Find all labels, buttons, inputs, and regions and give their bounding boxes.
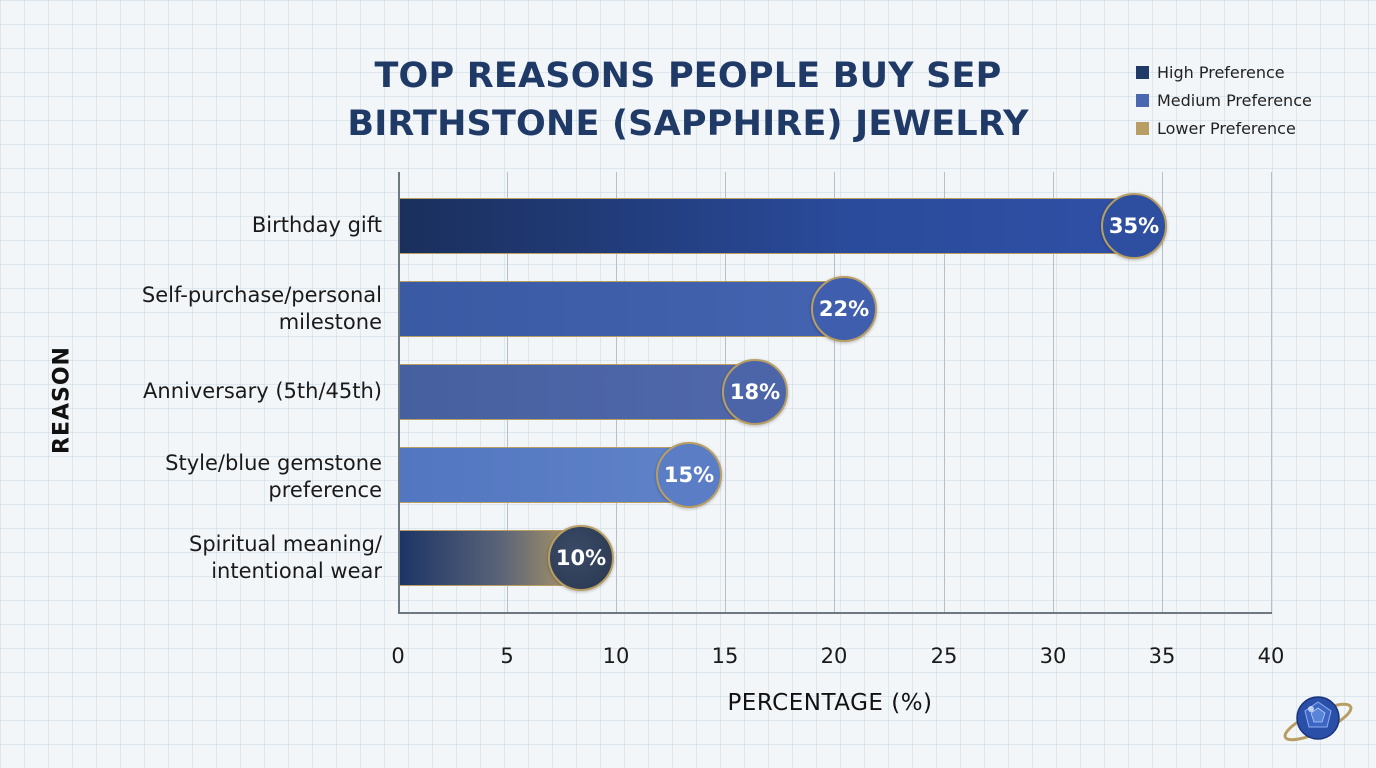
legend-label: Lower Preference (1157, 118, 1296, 138)
legend-swatch-medium (1136, 93, 1149, 107)
x-axis-title: PERCENTAGE (%) (727, 690, 933, 716)
data-label-badge: 35% (1101, 193, 1167, 259)
legend-swatch-lower (1136, 121, 1149, 135)
legend-label: Medium Preference (1157, 90, 1312, 110)
chart-title-line-2: BIRTHSTONE (SAPPHIRE) JEWELRY (347, 104, 1029, 144)
x-tick-label: 15 (711, 644, 739, 668)
category-label: Style/blue gemstone preference (52, 450, 382, 504)
legend-swatch-high (1136, 65, 1149, 79)
category-label: Birthday gift (52, 212, 382, 239)
gridline (1053, 172, 1054, 614)
category-label-line: Self-purchase/personal (141, 283, 382, 307)
gridline (834, 172, 835, 614)
legend: High Preference Medium Preference Lower … (1136, 58, 1312, 142)
y-axis-title: REASON (49, 346, 75, 454)
bar-birthday-gift[interactable] (398, 198, 1134, 254)
x-tick-label: 40 (1257, 644, 1285, 668)
data-label-badge: 15% (656, 442, 722, 508)
gridline (1162, 172, 1163, 614)
chart-title: TOP REASONS PEOPLE BUY SEP BIRTHSTONE (S… (300, 52, 1076, 148)
category-label: Spiritual meaning/ intentional wear (52, 531, 382, 585)
category-label-line: Anniversary (5th/45th) (143, 379, 382, 403)
gridline (1271, 172, 1272, 614)
legend-item-medium: Medium Preference (1136, 86, 1312, 114)
category-label-line: preference (268, 478, 382, 502)
category-label-line: milestone (278, 310, 382, 334)
category-label: Self-purchase/personal milestone (52, 282, 382, 336)
legend-item-high: High Preference (1136, 58, 1312, 86)
bar-style-preference[interactable] (398, 447, 692, 503)
category-label-line: intentional wear (211, 559, 382, 583)
gridline (944, 172, 945, 614)
category-label: Anniversary (5th/45th) (52, 378, 382, 405)
bar-self-purchase[interactable] (398, 281, 844, 337)
data-label-badge: 10% (548, 525, 614, 591)
category-label-line: Spiritual meaning/ (189, 532, 382, 556)
data-label-badge: 18% (722, 359, 788, 425)
x-tick-label: 5 (500, 644, 514, 668)
sapphire-gem-icon (1283, 696, 1353, 742)
x-tick-label: 20 (820, 644, 848, 668)
x-tick-label: 10 (602, 644, 630, 668)
x-tick-label: 0 (391, 644, 405, 668)
legend-item-lower: Lower Preference (1136, 114, 1312, 142)
y-axis-line (398, 172, 400, 614)
legend-label: High Preference (1157, 62, 1285, 82)
plot-area: 35% 22% 18% 15% 10% (398, 172, 1272, 614)
bar-anniversary[interactable] (398, 364, 758, 420)
x-axis-line (398, 612, 1272, 614)
data-label-badge: 22% (811, 276, 877, 342)
x-tick-label: 30 (1039, 644, 1067, 668)
category-label-line: Birthday gift (251, 213, 382, 237)
x-tick-label: 35 (1148, 644, 1176, 668)
chart-title-line-1: TOP REASONS PEOPLE BUY SEP (374, 56, 1002, 96)
x-tick-label: 25 (930, 644, 958, 668)
category-label-line: Style/blue gemstone (165, 451, 382, 475)
